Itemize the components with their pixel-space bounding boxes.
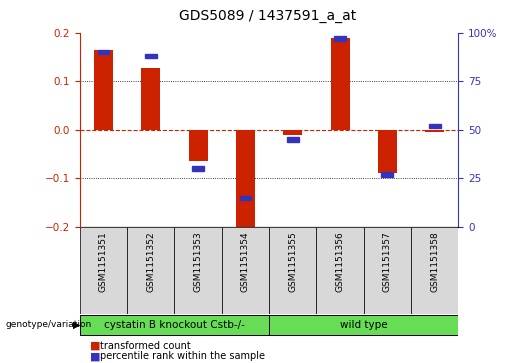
Bar: [425, 130, 444, 132]
Bar: [429, 124, 441, 128]
Bar: [378, 130, 397, 174]
Text: wild type: wild type: [340, 320, 387, 330]
Bar: [222, 227, 269, 314]
Text: genotype/variation: genotype/variation: [5, 321, 91, 329]
Bar: [269, 315, 458, 335]
Bar: [127, 227, 175, 314]
Text: transformed count: transformed count: [100, 340, 191, 351]
Text: GDS5089 / 1437591_a_at: GDS5089 / 1437591_a_at: [179, 9, 356, 23]
Text: ▶: ▶: [73, 320, 80, 330]
Bar: [175, 227, 222, 314]
Text: GSM1151351: GSM1151351: [99, 231, 108, 292]
Bar: [411, 227, 458, 314]
Bar: [316, 227, 364, 314]
Text: percentile rank within the sample: percentile rank within the sample: [100, 351, 265, 362]
Bar: [80, 227, 127, 314]
Bar: [287, 137, 299, 142]
Text: GSM1151355: GSM1151355: [288, 231, 297, 292]
Text: GSM1151354: GSM1151354: [241, 231, 250, 292]
Bar: [94, 50, 113, 130]
Text: ■: ■: [90, 340, 100, 351]
Bar: [239, 196, 251, 200]
Bar: [269, 227, 316, 314]
Bar: [97, 50, 109, 54]
Bar: [236, 130, 255, 234]
Bar: [80, 315, 269, 335]
Text: ■: ■: [90, 351, 100, 362]
Bar: [283, 130, 302, 135]
Bar: [188, 130, 208, 161]
Bar: [334, 36, 346, 41]
Bar: [382, 172, 393, 177]
Bar: [141, 68, 160, 130]
Bar: [364, 227, 411, 314]
Bar: [145, 54, 157, 58]
Text: GSM1151352: GSM1151352: [146, 231, 156, 292]
Text: GSM1151353: GSM1151353: [194, 231, 202, 292]
Bar: [192, 166, 204, 171]
Bar: [331, 37, 350, 130]
Text: GSM1151358: GSM1151358: [430, 231, 439, 292]
Text: GSM1151357: GSM1151357: [383, 231, 392, 292]
Text: cystatin B knockout Cstb-/-: cystatin B knockout Cstb-/-: [104, 320, 245, 330]
Text: GSM1151356: GSM1151356: [336, 231, 345, 292]
